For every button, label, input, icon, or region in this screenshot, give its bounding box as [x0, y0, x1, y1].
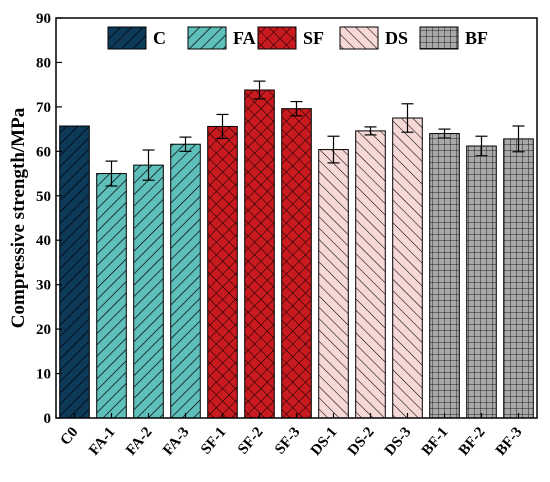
- legend-label: SF: [303, 28, 324, 48]
- bar-BF-2: [466, 145, 497, 419]
- y-tick-label: 80: [36, 55, 51, 71]
- bar-FA-3: [170, 143, 201, 419]
- bar-SF-1: [207, 125, 238, 419]
- bar-C0: [59, 125, 90, 419]
- bar-DS-3: [392, 117, 423, 419]
- y-axis-title: Compressive strength/MPa: [8, 107, 29, 328]
- bar-hatch: [318, 149, 349, 419]
- legend-item-FA: FA: [187, 26, 256, 50]
- x-tick-label: FA-2: [123, 424, 155, 458]
- legend-item-C: C: [107, 26, 166, 50]
- error-bar-SF-2: [253, 80, 266, 100]
- error-bar-BF-1: [438, 128, 451, 139]
- error-bar-FA-1: [105, 160, 118, 187]
- y-tick-label: 30: [36, 278, 51, 294]
- legend-item-BF: BF: [419, 26, 488, 50]
- y-axis: 0 10 20 30 40 50 60 70 80 90: [36, 11, 62, 427]
- legend-label: FA: [233, 28, 256, 48]
- x-tick-label: C0: [58, 424, 82, 448]
- x-tick-label: SF-2: [235, 424, 267, 457]
- legend-item-SF: SF: [257, 26, 324, 50]
- bar-hatch: [244, 89, 275, 419]
- legend-label: DS: [385, 28, 408, 48]
- legend-swatch-hatch: [107, 26, 147, 50]
- y-tick-label: 40: [36, 233, 51, 249]
- error-bar-DS-2: [364, 126, 377, 136]
- bar-DS-1: [318, 149, 349, 419]
- bar-BF-3: [503, 138, 534, 419]
- x-tick-label: FA-3: [160, 424, 192, 458]
- bar-hatch: [170, 143, 201, 419]
- bars-group: [59, 89, 534, 419]
- error-bar-FA-2: [142, 149, 155, 181]
- error-bar-SF-3: [290, 100, 303, 117]
- bar-DS-2: [355, 130, 386, 419]
- error-bar-DS-1: [327, 135, 340, 164]
- bar-SF-3: [281, 108, 312, 419]
- bar-SF-2: [244, 89, 275, 419]
- legend-swatch-hatch: [187, 26, 227, 50]
- legend-swatch-hatch: [419, 26, 459, 50]
- legend-swatch-hatch: [339, 26, 379, 50]
- x-tick-label: BF-1: [419, 424, 452, 459]
- legend-swatch-hatch: [257, 26, 297, 50]
- bar-BF-1: [429, 133, 460, 419]
- x-tick-label: BF-3: [493, 424, 526, 459]
- x-tick-label: DS-3: [382, 424, 415, 459]
- y-tick-label: 10: [36, 367, 51, 383]
- bar-hatch: [392, 117, 423, 419]
- legend-item-DS: DS: [339, 26, 408, 50]
- x-tick-label: SF-1: [198, 424, 230, 457]
- error-bar-BF-3: [512, 125, 525, 153]
- bar-FA-1: [96, 173, 127, 419]
- error-bar-FA-3: [179, 136, 192, 152]
- bar-hatch: [466, 145, 497, 419]
- x-tick-label: DS-1: [308, 424, 341, 459]
- legend: C FA SF DS BF: [107, 26, 488, 50]
- y-tick-label: 90: [36, 11, 51, 27]
- error-bars-group: [105, 80, 525, 187]
- x-tick-label: SF-3: [272, 424, 304, 457]
- bar-hatch: [59, 125, 90, 419]
- x-tick-label: FA-1: [86, 424, 118, 458]
- legend-label: C: [153, 28, 166, 48]
- bar-hatch: [281, 108, 312, 419]
- y-tick-label: 0: [44, 411, 52, 427]
- error-bar-DS-3: [401, 103, 414, 133]
- y-tick-label: 50: [36, 189, 51, 205]
- bar-hatch: [503, 138, 534, 419]
- y-tick-label: 20: [36, 322, 51, 338]
- x-axis: C0 FA-1 FA-2 FA-3 SF-1 SF-2 SF-3 DS-1 DS-2 DS-3 BF…: [58, 413, 526, 459]
- x-tick-label: DS-2: [345, 424, 378, 459]
- bar-FA-2: [133, 164, 164, 419]
- bar-hatch: [96, 173, 127, 419]
- bar-hatch: [207, 125, 238, 419]
- y-tick-label: 60: [36, 144, 51, 160]
- error-bar-BF-2: [475, 135, 488, 157]
- y-tick-label: 70: [36, 100, 51, 116]
- legend-label: BF: [465, 28, 488, 48]
- bar-hatch: [355, 130, 386, 419]
- x-tick-label: BF-2: [456, 424, 489, 459]
- bar-hatch: [429, 133, 460, 419]
- error-bar-SF-1: [216, 113, 229, 140]
- bar-hatch: [133, 164, 164, 419]
